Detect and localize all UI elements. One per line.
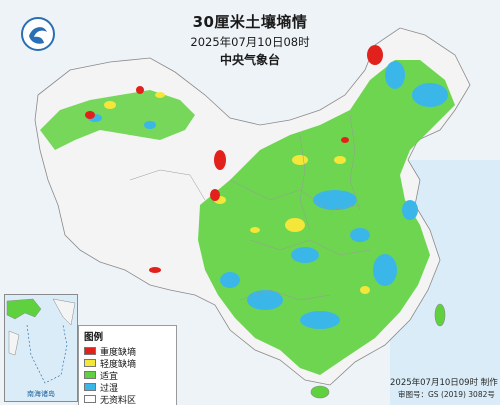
- legend-label: 过湿: [100, 383, 119, 394]
- legend-swatch: [84, 347, 96, 355]
- hainan-island: [310, 385, 330, 399]
- legend-label: 轻度缺墒: [100, 359, 137, 370]
- legend-title: 图例: [84, 332, 104, 343]
- severe-drought-patches: [85, 45, 383, 273]
- legend-item: 重度缺墒: [84, 345, 172, 358]
- review-number: 审图号：GS (2019) 3082号: [398, 390, 495, 399]
- wet-patches: [88, 61, 448, 329]
- legend-item: 无资料区: [84, 393, 172, 405]
- title-block: 30厘米土壤墒情 2025年07月10日08时 中央气象台: [150, 12, 350, 68]
- legend-swatch: [84, 383, 96, 391]
- south-china-sea-inset: 南海诸岛: [4, 294, 78, 402]
- legend-swatch: [84, 359, 96, 367]
- suitable-region-west: [40, 90, 195, 150]
- inset-map: [6, 298, 76, 384]
- legend-label: 重度缺墒: [100, 347, 137, 358]
- map-title: 30厘米土壤墒情: [192, 13, 308, 31]
- map-datetime: 2025年07月10日08时: [190, 35, 310, 49]
- taiwan-island: [434, 303, 446, 327]
- issue-time: 2025年07月10日09时 制作: [390, 378, 498, 388]
- inset-label: 南海诸岛: [27, 390, 55, 398]
- legend-item: 轻度缺墒: [84, 357, 172, 370]
- legend-swatch: [84, 371, 96, 379]
- legend-item: 过湿: [84, 381, 172, 394]
- cma-logo-icon: [21, 17, 55, 51]
- province-boundaries: [129, 114, 371, 301]
- legend-box: 图例 重度缺墒 轻度缺墒 适宜 过湿 无资料区: [78, 325, 177, 405]
- legend-label: 无资料区: [100, 395, 137, 405]
- light-drought-patches: [104, 92, 370, 294]
- map-issuer: 中央气象台: [219, 53, 280, 67]
- legend-label: 适宜: [100, 371, 119, 382]
- legend-item: 适宜: [84, 369, 172, 382]
- legend-swatch: [84, 395, 96, 403]
